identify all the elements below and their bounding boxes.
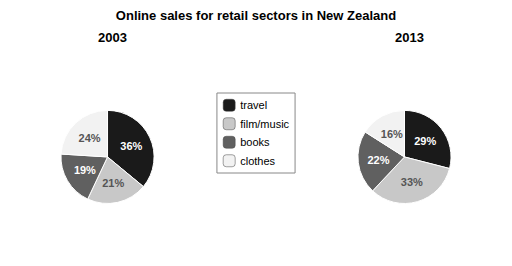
svg-text:21%: 21% xyxy=(102,177,124,189)
svg-text:29%: 29% xyxy=(414,135,436,147)
svg-text:travel: travel xyxy=(240,99,267,111)
svg-text:2003: 2003 xyxy=(98,30,127,45)
svg-text:19%: 19% xyxy=(74,164,96,176)
svg-text:33%: 33% xyxy=(401,176,423,188)
svg-text:24%: 24% xyxy=(79,132,101,144)
svg-text:16%: 16% xyxy=(381,128,403,140)
svg-text:clothes: clothes xyxy=(240,155,275,167)
svg-text:2013: 2013 xyxy=(395,30,424,45)
svg-text:film/music: film/music xyxy=(240,118,289,130)
svg-text:Online sales for retail sector: Online sales for retail sectors in New Z… xyxy=(116,8,396,23)
svg-text:books: books xyxy=(240,136,270,148)
svg-text:22%: 22% xyxy=(367,154,389,166)
svg-text:36%: 36% xyxy=(120,140,142,152)
